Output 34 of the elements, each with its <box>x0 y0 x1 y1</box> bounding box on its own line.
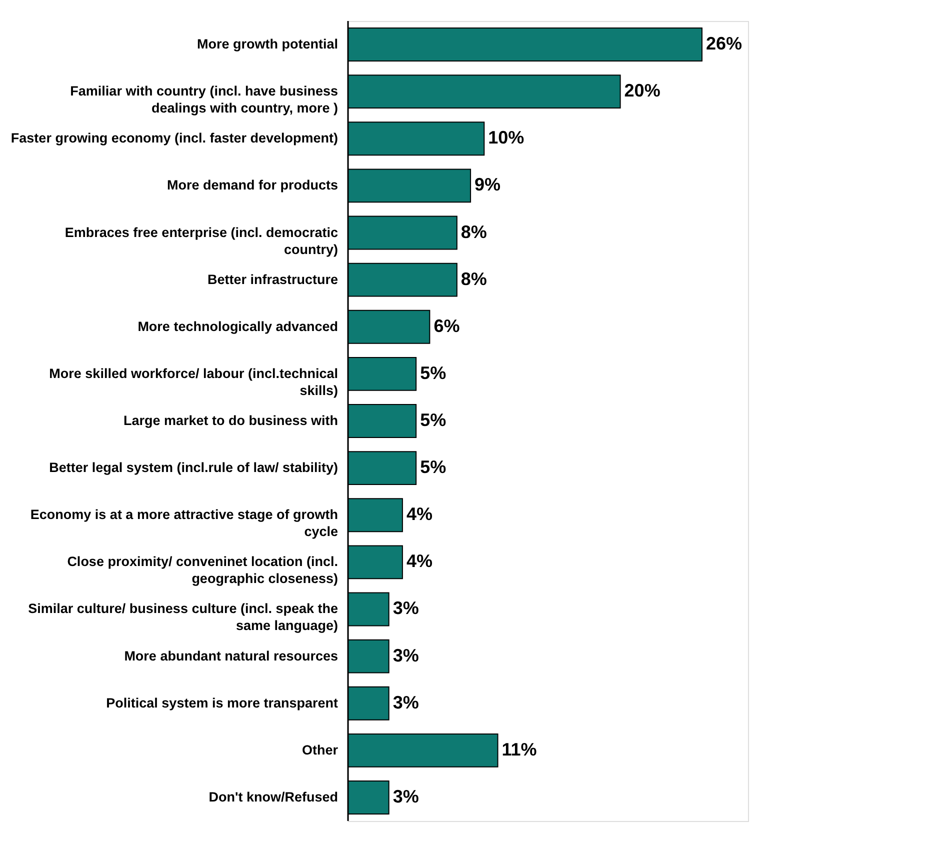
data-label: 8% <box>460 222 487 242</box>
data-label: 4% <box>406 551 432 572</box>
y-tick-label: Don't know/Refused <box>208 789 338 804</box>
y-tick-label: Political system is more transparent <box>106 695 338 710</box>
y-tick-label: Other <box>302 742 339 758</box>
data-label: 10% <box>488 128 524 148</box>
y-tick-label: Close proximity/ conveninet location (incl. geographic closeness) <box>67 554 338 586</box>
data-label: 3% <box>392 598 419 618</box>
y-tick-label: Faster growing economy (incl. faster development) <box>10 130 338 146</box>
data-label: 3% <box>392 692 419 712</box>
y-tick-label: Better legal system (incl.rule of law/ stability) <box>49 460 338 476</box>
y-tick-label: Better infrastructure <box>207 272 338 287</box>
y-tick-label: Embraces free enterprise (incl. democratic country) <box>64 224 338 257</box>
data-label: 5% <box>420 457 446 478</box>
data-label: 6% <box>434 316 460 336</box>
data-label: 5% <box>420 410 446 430</box>
data-label: 3% <box>392 645 419 666</box>
y-tick-label: More skilled workforce/ labour (incl.technical skills) <box>49 366 338 398</box>
data-label: 26% <box>706 34 742 54</box>
data-label: 5% <box>420 362 446 383</box>
y-tick-label: Similar culture/ business culture (incl. speak the same language) <box>28 601 338 634</box>
data-label: 11% <box>502 739 537 760</box>
data-label: 9% <box>474 174 501 195</box>
y-tick-label: More demand for products <box>166 178 338 193</box>
y-tick-label: Large market to do business with <box>123 413 338 428</box>
y-tick-label: More growth potential <box>197 36 338 52</box>
data-label: 8% <box>460 268 487 289</box>
data-label: 20% <box>624 80 660 101</box>
y-tick-label: More technologically advanced <box>138 318 338 334</box>
y-tick-label: Economy is at a more attractive stage of growth cycle <box>30 507 338 540</box>
data-label: 4% <box>406 504 432 524</box>
y-tick-label: Familiar with country (incl. have business dealings with country, more ) <box>70 84 338 116</box>
y-tick-label: More abundant natural resources <box>124 648 338 664</box>
data-label: 3% <box>392 786 419 806</box>
